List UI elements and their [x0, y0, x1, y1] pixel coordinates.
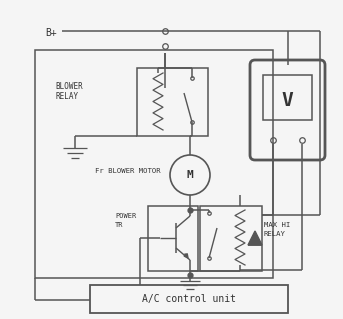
Text: M: M [187, 170, 193, 180]
Bar [90, 285, 288, 313]
Bar [263, 75, 312, 120]
Text: POWER: POWER [115, 213, 136, 219]
Text: RELAY: RELAY [264, 231, 286, 237]
Bar [200, 206, 262, 271]
Polygon shape [248, 231, 262, 245]
Bar [148, 206, 198, 271]
Text: RELAY: RELAY [55, 92, 78, 101]
Text: A/C control unit: A/C control unit [142, 294, 236, 304]
FancyArrow shape [184, 254, 188, 258]
Text: TR: TR [115, 222, 123, 228]
Text: B+: B+ [45, 28, 57, 38]
Bar [137, 68, 208, 136]
Text: V: V [282, 91, 293, 109]
Text: MAX HI: MAX HI [264, 222, 290, 228]
Bar [35, 50, 273, 278]
Text: BLOWER: BLOWER [55, 82, 83, 91]
Text: Fr BLOWER MOTOR: Fr BLOWER MOTOR [95, 168, 161, 174]
